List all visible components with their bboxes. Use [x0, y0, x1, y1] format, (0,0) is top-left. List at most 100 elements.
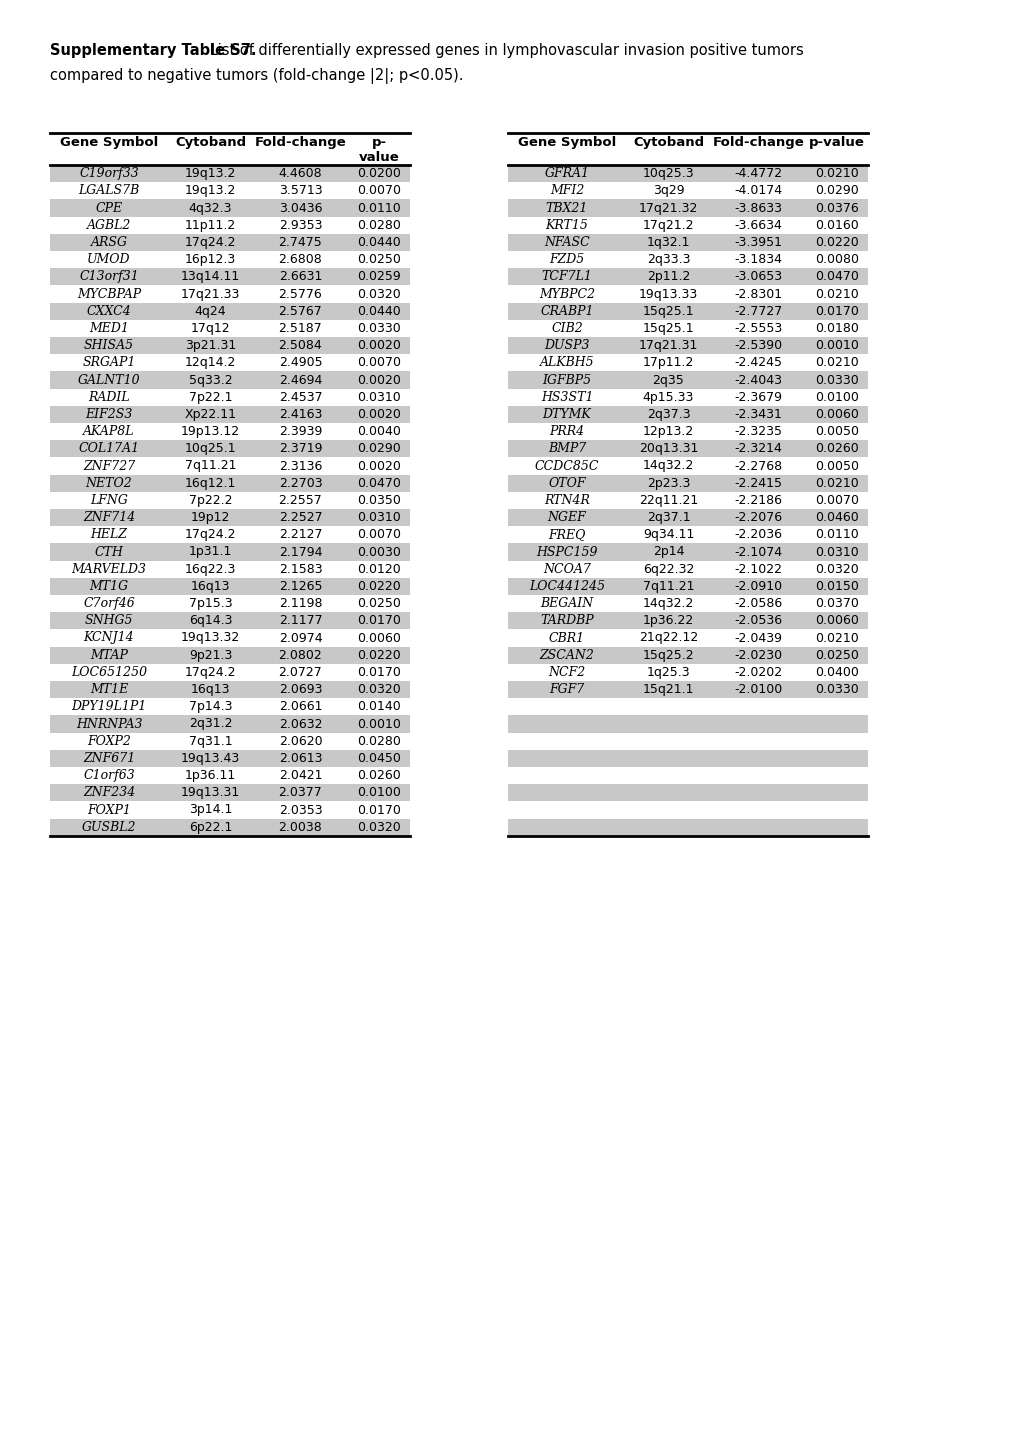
Text: FZD5: FZD5 [549, 253, 584, 266]
Text: 0.0170: 0.0170 [357, 615, 400, 628]
Text: 17p11.2: 17p11.2 [642, 356, 694, 369]
Bar [50, 303, 410, 320]
Text: 15q25.1: 15q25.1 [642, 322, 694, 335]
Text: 7p15.3: 7p15.3 [189, 597, 232, 610]
Text: 0.0170: 0.0170 [357, 804, 400, 817]
Text: ZNF714: ZNF714 [83, 511, 135, 524]
Text: 3.0436: 3.0436 [278, 202, 322, 215]
Text: 2.9353: 2.9353 [278, 219, 322, 232]
Text: 0.0100: 0.0100 [814, 391, 858, 404]
Bar [50, 646, 410, 664]
Text: 2q31.2: 2q31.2 [189, 717, 232, 730]
Text: FGF7: FGF7 [549, 683, 584, 696]
Text: HNRNPA3: HNRNPA3 [75, 717, 142, 730]
Text: 7p14.3: 7p14.3 [189, 700, 232, 713]
Text: -2.3431: -2.3431 [734, 408, 782, 421]
Text: 2.2527: 2.2527 [278, 511, 322, 524]
Text: 4q24: 4q24 [195, 304, 226, 317]
Bar [507, 475, 867, 492]
Bar [507, 440, 867, 457]
Text: -4.4772: -4.4772 [734, 167, 782, 180]
Bar [50, 544, 410, 560]
Text: LOC651250: LOC651250 [71, 665, 147, 678]
Text: -2.4245: -2.4245 [734, 356, 782, 369]
Text: 0.0210: 0.0210 [814, 356, 858, 369]
Bar [507, 234, 867, 251]
Bar [50, 595, 410, 612]
Text: 2.0421: 2.0421 [278, 769, 322, 782]
Text: -2.7727: -2.7727 [734, 304, 782, 317]
Text: TARDBP: TARDBP [540, 615, 593, 628]
Bar [507, 577, 867, 595]
Text: 2q37.3: 2q37.3 [646, 408, 690, 421]
Bar [50, 698, 410, 716]
Text: 19q13.32: 19q13.32 [180, 632, 239, 645]
Text: 4p15.33: 4p15.33 [642, 391, 694, 404]
Text: -4.0174: -4.0174 [734, 185, 782, 198]
Bar [50, 475, 410, 492]
Text: C19orf33: C19orf33 [79, 167, 139, 180]
Text: 0.0110: 0.0110 [814, 528, 858, 541]
Bar [50, 371, 410, 388]
Text: 0.0290: 0.0290 [814, 185, 858, 198]
Bar [50, 492, 410, 509]
Text: ZNF727: ZNF727 [83, 459, 135, 472]
Text: 3p14.1: 3p14.1 [189, 804, 232, 817]
Text: CPE: CPE [96, 202, 122, 215]
Text: -2.3235: -2.3235 [734, 426, 782, 439]
Text: 0.0210: 0.0210 [814, 476, 858, 489]
Text: 0.0470: 0.0470 [357, 476, 400, 489]
Bar [507, 544, 867, 560]
Text: 0.0310: 0.0310 [814, 545, 858, 558]
Bar [507, 716, 867, 733]
Text: 0.0170: 0.0170 [357, 665, 400, 678]
Text: 17q21.32: 17q21.32 [638, 202, 697, 215]
Text: SNHG5: SNHG5 [85, 615, 133, 628]
Text: -2.0536: -2.0536 [734, 615, 782, 628]
Text: 0.0310: 0.0310 [357, 391, 400, 404]
Bar [507, 681, 867, 698]
Bar [50, 457, 410, 475]
Text: -2.0230: -2.0230 [734, 649, 782, 662]
Text: SRGAP1: SRGAP1 [83, 356, 136, 369]
Text: 2q35: 2q35 [652, 374, 684, 387]
Text: 0.0030: 0.0030 [357, 545, 400, 558]
Text: -3.3951: -3.3951 [734, 235, 782, 248]
Text: RTN4R: RTN4R [543, 494, 589, 506]
Bar [50, 768, 410, 784]
Text: IGFBP5: IGFBP5 [542, 374, 591, 387]
Text: 7q11.21: 7q11.21 [184, 459, 236, 472]
Text: 2p11.2: 2p11.2 [646, 270, 690, 283]
Bar [50, 320, 410, 338]
Text: 2.3939: 2.3939 [278, 426, 322, 439]
Text: 0.0400: 0.0400 [814, 665, 858, 678]
Text: TBX21: TBX21 [545, 202, 588, 215]
Text: Supplementary Table S7.: Supplementary Table S7. [50, 43, 256, 58]
Bar [507, 750, 867, 768]
Bar [507, 646, 867, 664]
Text: LOC441245: LOC441245 [529, 580, 604, 593]
Text: DUSP3: DUSP3 [544, 339, 589, 352]
Text: COL17A1: COL17A1 [78, 443, 140, 456]
Text: Cytoband: Cytoband [175, 136, 246, 149]
Text: -2.4043: -2.4043 [734, 374, 782, 387]
Text: 0.0470: 0.0470 [814, 270, 858, 283]
Text: 16q13: 16q13 [191, 683, 230, 696]
Text: 1q25.3: 1q25.3 [646, 665, 690, 678]
Text: CRABP1: CRABP1 [540, 304, 593, 317]
Text: 0.0210: 0.0210 [814, 632, 858, 645]
Text: ZSCAN2: ZSCAN2 [539, 649, 594, 662]
Text: ARSG: ARSG [91, 235, 127, 248]
Bar [50, 251, 410, 268]
Text: 12q14.2: 12q14.2 [184, 356, 236, 369]
Text: -2.2036: -2.2036 [734, 528, 782, 541]
Text: C7orf46: C7orf46 [83, 597, 135, 610]
Bar [507, 629, 867, 646]
Text: 13q14.11: 13q14.11 [180, 270, 239, 283]
Text: 2.3719: 2.3719 [278, 443, 322, 456]
Text: 0.0220: 0.0220 [357, 649, 400, 662]
Bar [507, 664, 867, 681]
Text: -2.3679: -2.3679 [734, 391, 782, 404]
Text: MTAP: MTAP [90, 649, 127, 662]
Text: 17q24.2: 17q24.2 [184, 528, 236, 541]
